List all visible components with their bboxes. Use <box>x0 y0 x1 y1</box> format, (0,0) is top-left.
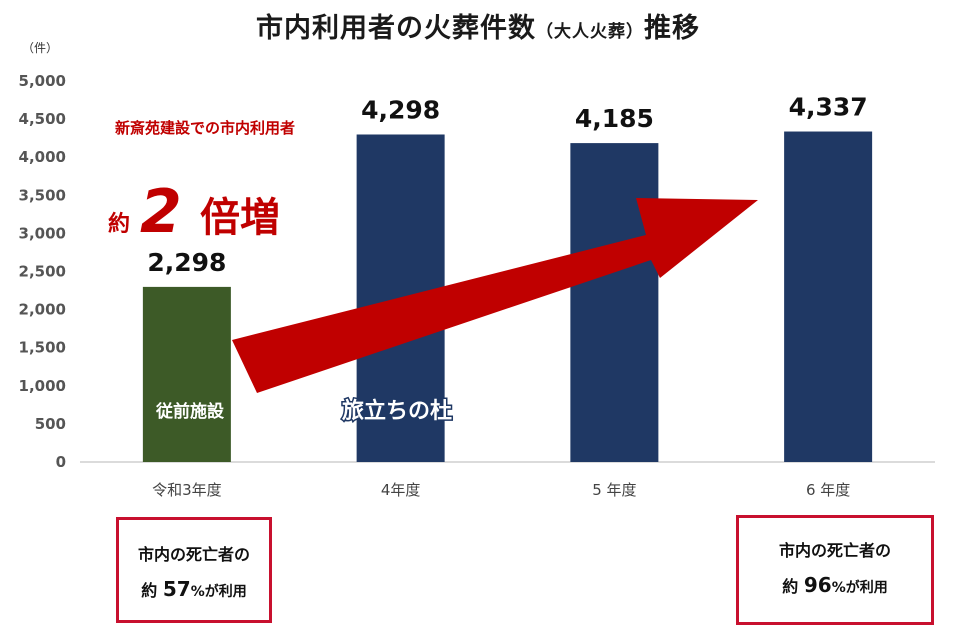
right-box-pct: %が利用 <box>831 580 888 597</box>
y-axis-ticks: 0 500 1,000 1,500 2,000 2,500 3,000 3,500 4,000 4… <box>19 72 66 471</box>
category-label: 4年度 <box>381 481 421 499</box>
y-tick-label: 4,500 <box>19 110 66 128</box>
bar <box>570 143 659 462</box>
y-axis-unit: （件） <box>22 41 58 55</box>
left-box-number: 57 <box>162 577 191 602</box>
bar <box>142 286 231 462</box>
y-tick-label: 0 <box>56 453 66 471</box>
chart-title-main: 市内利用者の火葬件数 <box>256 13 536 44</box>
category-label: 5 年度 <box>592 481 636 499</box>
growth-number: 2 <box>140 177 182 247</box>
right-box-line1: 市内の死亡者の <box>778 541 891 560</box>
growth-arrow <box>232 198 758 393</box>
category-label: 令和3年度 <box>152 481 222 499</box>
left-box-line2: 約 57%が利用 <box>119 570 269 608</box>
left-box-prefix: 約 <box>141 581 158 601</box>
y-tick-label: 4,000 <box>19 148 66 166</box>
y-tick-label: 3,000 <box>19 224 66 242</box>
chart-title-paren: （大人火葬） <box>536 22 644 42</box>
bar-value-label: 4,185 <box>575 104 654 133</box>
bar <box>784 131 873 462</box>
growth-caption: 新斎苑建設での市内利用者 <box>115 119 295 137</box>
y-tick-label: 2,000 <box>19 301 66 319</box>
right-box-prefix: 約 <box>782 577 799 597</box>
y-tick-label: 3,500 <box>19 186 66 204</box>
left-box-line1: 市内の死亡者の <box>137 545 250 564</box>
right-box-number: 96 <box>803 573 832 598</box>
new-facility-label: 旅立ちの杜 <box>342 398 452 424</box>
y-tick-label: 1,000 <box>19 377 66 395</box>
bar-value-label: 4,298 <box>361 95 440 124</box>
right-box-line2: 約 96%が利用 <box>739 566 931 604</box>
old-facility-label: 従前施設 <box>155 401 225 422</box>
category-label: 6 年度 <box>806 481 850 499</box>
chart-title: 市内利用者の火葬件数（大人火葬）推移 <box>0 6 956 45</box>
growth-suffix: 倍増 <box>200 195 280 241</box>
bars <box>142 131 873 462</box>
right-info-box: 市内の死亡者の 約 96%が利用 <box>736 515 934 625</box>
y-tick-label: 1,500 <box>19 339 66 357</box>
category-labels: 令和3年度 4年度 5 年度 6 年度 <box>152 481 850 499</box>
bar-value-label: 4,337 <box>789 93 868 122</box>
growth-prefix: 約 <box>108 211 130 237</box>
y-tick-label: 500 <box>35 415 66 433</box>
y-tick-label: 5,000 <box>19 72 66 90</box>
left-box-pct: %が利用 <box>190 584 247 601</box>
y-tick-label: 2,500 <box>19 263 66 281</box>
bar-value-label: 2,298 <box>147 248 226 277</box>
value-labels: 2,298 4,298 4,185 4,337 <box>147 93 867 277</box>
left-info-box: 市内の死亡者の 約 57%が利用 <box>116 517 272 623</box>
chart-title-tail: 推移 <box>644 13 700 44</box>
